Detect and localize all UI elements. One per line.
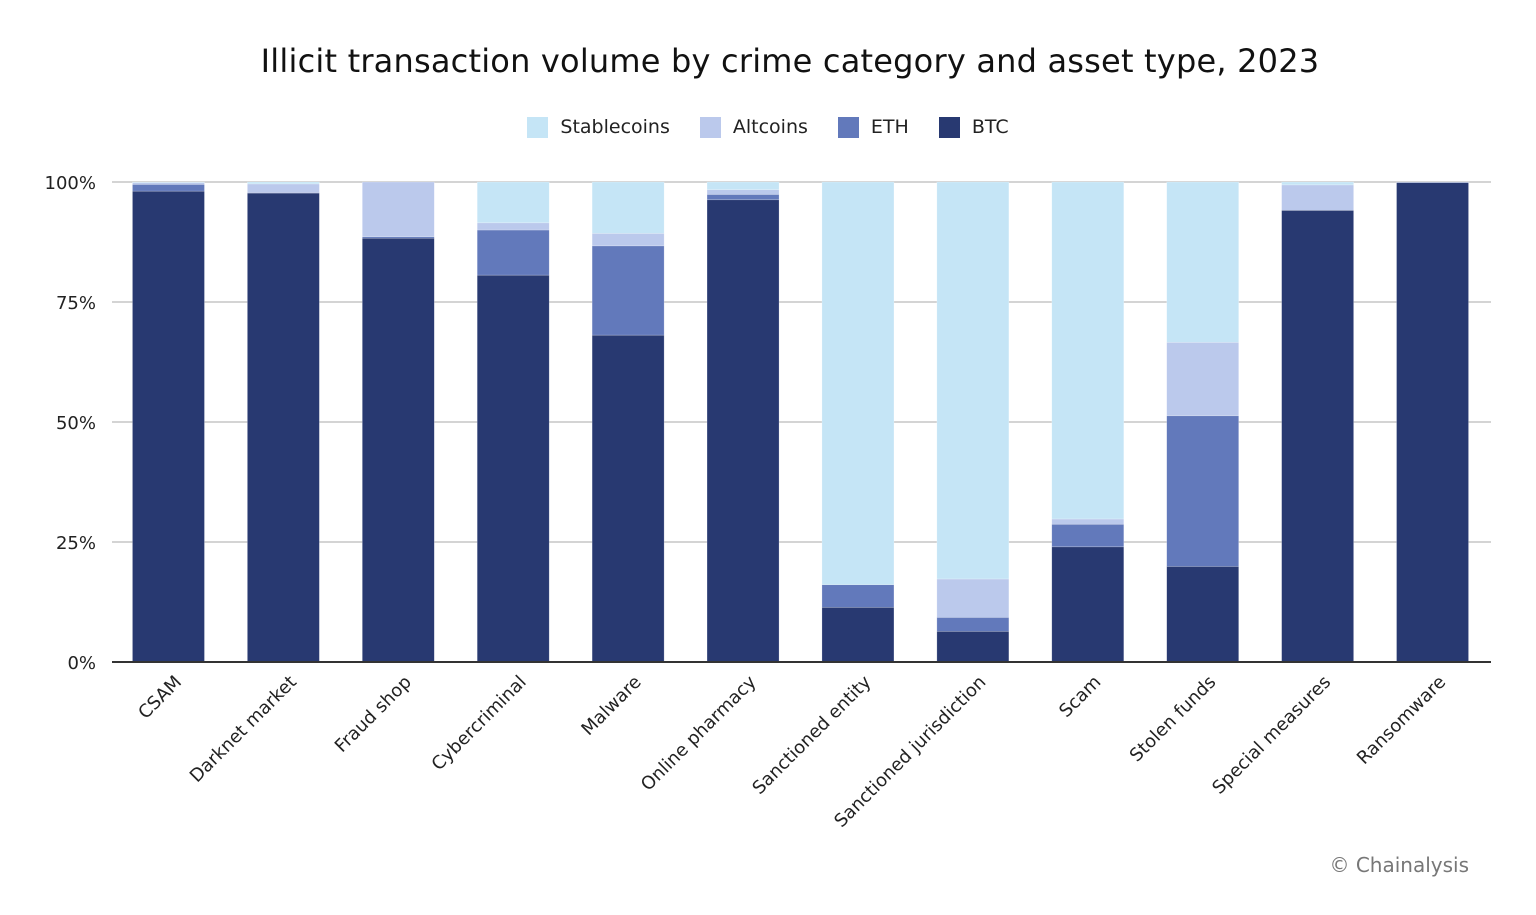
- x-tick-label: Special measures: [1208, 672, 1335, 799]
- bar-segment-eth: [132, 184, 205, 192]
- bar-segment-stablecoins: [1051, 181, 1125, 520]
- bar-segment-btc: [1281, 210, 1354, 663]
- bar-segment-stablecoins: [591, 181, 665, 234]
- x-tick-label: CSAM: [134, 672, 186, 724]
- legend-label: Altcoins: [732, 116, 808, 138]
- legend-label: BTC: [971, 116, 1009, 138]
- x-tick-label: Darknet market: [186, 672, 301, 787]
- bar-segment-btc: [476, 274, 550, 663]
- x-tick-label: Fraud shop: [331, 672, 416, 757]
- legend-item: ETH: [837, 116, 909, 138]
- bar-segment-stablecoins: [132, 181, 205, 183]
- bar-segment-altcoins: [361, 181, 435, 238]
- x-tick-label: Scam: [1055, 672, 1105, 722]
- bar-segment-btc: [132, 190, 205, 663]
- bar-segment-altcoins: [936, 578, 1010, 618]
- legend-swatch: [699, 116, 721, 138]
- bar-segment-eth: [936, 617, 1010, 632]
- bar-segment-altcoins: [247, 183, 320, 193]
- legend-swatch: [527, 116, 549, 138]
- x-tick-label: Cybercriminal: [428, 672, 531, 775]
- bar-segment-eth: [706, 194, 780, 201]
- legend: Stablecoins Altcoins ETH BTC: [0, 116, 1536, 138]
- legend-item: BTC: [938, 116, 1009, 138]
- legend-label: Stablecoins: [560, 116, 670, 138]
- chart-title: Illicit transaction volume by crime cate…: [260, 42, 1320, 80]
- x-tick-label: Online pharmacy: [637, 671, 761, 795]
- bar-segment-stablecoins: [821, 181, 895, 586]
- bar-segment-altcoins: [1051, 518, 1125, 525]
- y-tick-label: 100%: [45, 173, 96, 194]
- legend-swatch: [837, 116, 859, 138]
- bar-segment-altcoins: [476, 222, 550, 231]
- bar-segment-eth: [1166, 415, 1240, 567]
- bar-segment-btc: [1396, 182, 1469, 663]
- y-tick-label: 25%: [56, 533, 96, 554]
- bar-segment-stablecoins: [1166, 181, 1240, 343]
- x-tick-label: Malware: [577, 672, 645, 740]
- bar-segment-stablecoins: [936, 181, 1010, 580]
- legend-item: Stablecoins: [527, 116, 670, 138]
- legend-item: Altcoins: [699, 116, 808, 138]
- bar-segment-altcoins: [1166, 342, 1240, 417]
- bar-segment-eth: [476, 229, 550, 276]
- bar-segment-altcoins: [591, 233, 665, 247]
- bar-segment-stablecoins: [1281, 181, 1354, 186]
- bar-segment-stablecoins: [476, 181, 550, 224]
- bar-segment-btc: [936, 630, 1010, 663]
- bar-segment-btc: [247, 192, 320, 663]
- bar-segment-stablecoins: [247, 181, 320, 185]
- legend-label: ETH: [870, 116, 909, 138]
- bar-segment-btc: [361, 237, 435, 663]
- y-tick-label: 50%: [56, 413, 96, 434]
- bar-segment-altcoins: [706, 189, 780, 195]
- bar-segment-eth: [1051, 523, 1125, 548]
- chainalysis-credit: © Chainalysis: [1329, 853, 1469, 877]
- bar-segment-btc: [821, 606, 895, 663]
- x-tick-label: Sanctioned entity: [748, 671, 875, 798]
- x-tick-label: Ransomware: [1353, 672, 1450, 769]
- x-tick-label: Stolen funds: [1126, 672, 1221, 767]
- y-tick-label: 75%: [56, 293, 96, 314]
- bar-segment-btc: [1051, 546, 1125, 663]
- bar-segment-eth: [591, 245, 665, 336]
- bar-segment-stablecoins: [706, 181, 780, 190]
- bar-segment-altcoins: [1396, 181, 1469, 183]
- bar-segment-btc: [591, 334, 665, 663]
- bar-segment-altcoins: [1281, 184, 1354, 211]
- bar-segment-eth: [821, 584, 895, 608]
- bar-segment-btc: [1166, 566, 1240, 663]
- bar-segment-btc: [706, 199, 780, 663]
- y-tick-label: 0%: [67, 653, 96, 674]
- legend-swatch: [938, 116, 960, 138]
